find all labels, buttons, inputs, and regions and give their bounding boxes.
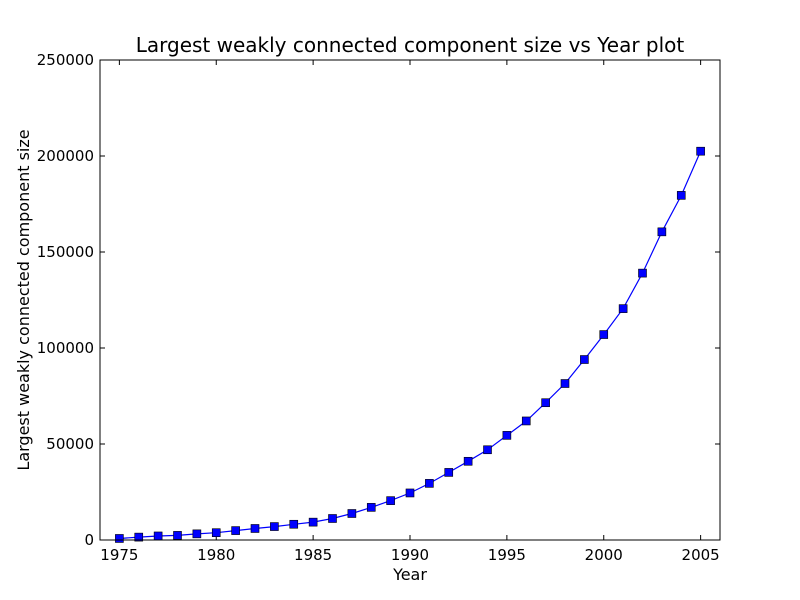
y-tick-label: 150000 [37, 243, 94, 261]
y-tick-label: 50000 [46, 435, 94, 453]
data-point [347, 509, 357, 518]
y-tick-label: 100000 [37, 339, 94, 357]
y-tick-label: 250000 [37, 51, 94, 69]
x-tick-label: 2005 [682, 546, 720, 564]
data-point [386, 496, 395, 505]
x-tick-label: 1975 [100, 546, 138, 564]
data-point [192, 529, 202, 539]
data-point [153, 531, 163, 541]
chart-title: Largest weakly connected component size … [136, 33, 685, 57]
data-point [521, 416, 531, 426]
data-point [405, 488, 415, 498]
data-point [696, 146, 705, 156]
data-point [231, 526, 240, 535]
y-tick-label: 0 [84, 531, 94, 549]
data-point [328, 514, 337, 523]
data-point [308, 517, 318, 527]
series-line [119, 150, 702, 540]
data-point [270, 522, 279, 531]
x-axis-label: Year [392, 565, 427, 584]
data-point [502, 431, 512, 440]
data-point [211, 528, 221, 538]
x-tick-label: 1995 [488, 546, 526, 564]
data-point [483, 445, 492, 455]
data-point [289, 519, 299, 529]
data-point [250, 524, 260, 533]
axis-ticks: 1975 1980 1985 1990 1995 2000 2005 0 50000 100000… [37, 51, 720, 564]
data-point [134, 532, 144, 542]
series-group [115, 146, 705, 543]
data-point [580, 355, 589, 364]
data-point [463, 456, 473, 466]
data-point [657, 227, 667, 237]
x-tick-label: 2000 [585, 546, 623, 564]
x-tick-label: 1990 [391, 546, 429, 564]
data-point [638, 268, 647, 278]
x-tick-label: 1985 [294, 546, 332, 564]
data-point [444, 468, 454, 477]
plot-frame [99, 59, 721, 541]
data-point [366, 503, 376, 512]
x-tick-label: 1980 [197, 546, 235, 564]
data-point [618, 304, 628, 313]
y-tick-label: 200000 [37, 147, 94, 165]
data-point [173, 531, 182, 540]
data-point [676, 191, 686, 200]
data-point [541, 398, 550, 408]
y-axis-label: Largest weakly connected component size [14, 129, 33, 470]
data-point [425, 479, 434, 488]
data-point [115, 534, 124, 543]
data-point [599, 330, 609, 339]
data-point [560, 379, 570, 388]
